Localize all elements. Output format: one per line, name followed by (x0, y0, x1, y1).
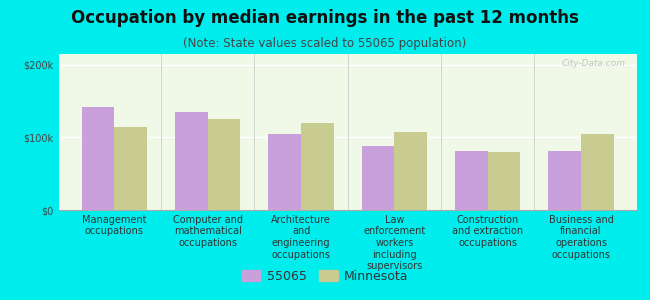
Bar (114, 127, 147, 210)
Legend: 55065, Minnesota: 55065, Minnesota (237, 265, 413, 288)
Bar (362, 146, 395, 210)
Text: City-Data.com: City-Data.com (562, 59, 625, 68)
Bar (581, 134, 614, 210)
Bar (549, 151, 581, 210)
Bar (488, 152, 521, 210)
Bar (455, 151, 488, 210)
Bar (395, 132, 427, 210)
Bar (208, 119, 240, 210)
Bar (175, 112, 208, 210)
Text: (Note: State values scaled to 55065 population): (Note: State values scaled to 55065 popu… (183, 38, 467, 50)
Bar (301, 123, 333, 210)
Bar (82, 107, 114, 210)
Text: Occupation by median earnings in the past 12 months: Occupation by median earnings in the pas… (71, 9, 579, 27)
Bar (268, 134, 301, 210)
